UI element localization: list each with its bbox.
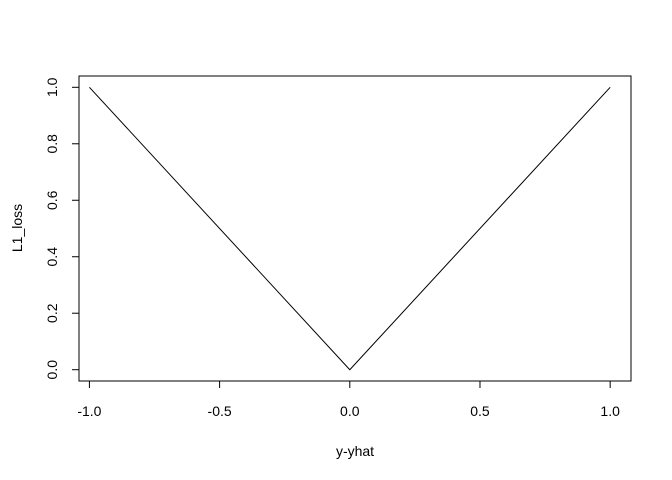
y-axis: 0.0 0.2 0.4 0.6 0.8 1.0 bbox=[44, 77, 80, 380]
y-tick-label: 0.6 bbox=[44, 190, 60, 210]
plot-box bbox=[78, 75, 632, 382]
x-tick-label: -1.0 bbox=[77, 403, 101, 419]
x-axis-title: y-yhat bbox=[336, 443, 374, 459]
y-tick-label: 0.8 bbox=[44, 134, 60, 154]
x-tick-label: 0.5 bbox=[470, 403, 490, 419]
series-line bbox=[89, 86, 611, 371]
x-tick-label: -0.5 bbox=[208, 403, 232, 419]
y-tick-label: 0.4 bbox=[44, 247, 60, 267]
y-tick-label: 0.0 bbox=[44, 360, 60, 380]
x-tick-label: 0.0 bbox=[340, 403, 360, 419]
y-tick-label: 1.0 bbox=[44, 77, 60, 97]
x-tick-label: 1.0 bbox=[600, 403, 620, 419]
x-axis: -1.0 -0.5 0.0 0.5 1.0 bbox=[77, 380, 620, 419]
y-axis-title: L1_loss bbox=[9, 204, 25, 252]
y-tick-label: 0.2 bbox=[44, 303, 60, 323]
